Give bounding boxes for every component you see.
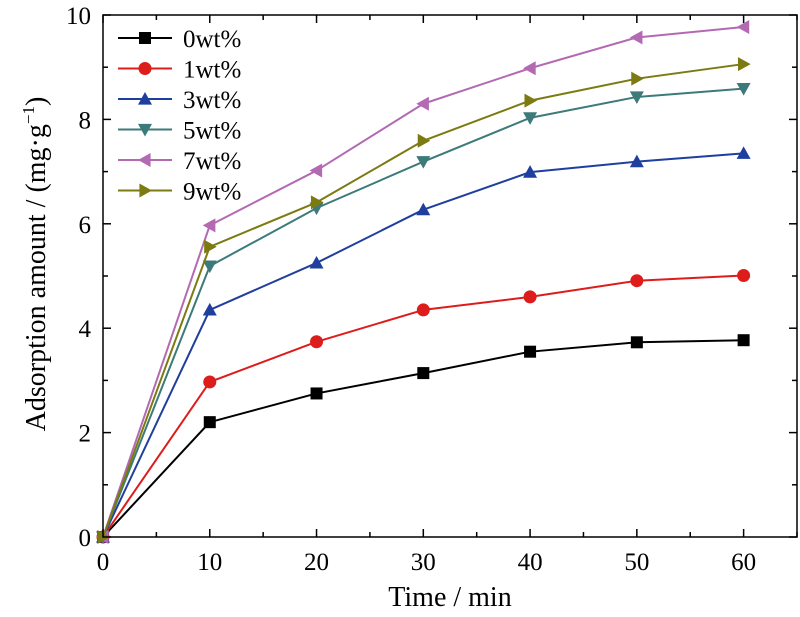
legend-label: 3wt% <box>183 87 241 114</box>
legend-marker <box>138 62 152 75</box>
data-point <box>202 302 217 316</box>
data-point <box>203 375 217 389</box>
data-point <box>523 61 536 76</box>
y-axis-title-main: Adsorption amount / (mg·g <box>21 124 52 431</box>
legend-label: 7wt% <box>183 148 241 175</box>
legend-item: 9wt% <box>118 179 241 206</box>
data-point <box>524 93 538 108</box>
data-point <box>629 30 643 45</box>
data-point <box>736 20 750 35</box>
legend-marker <box>138 153 151 167</box>
y-tick-label: 8 <box>79 107 92 134</box>
legend-marker <box>139 183 152 198</box>
data-point <box>309 255 324 269</box>
x-axis-ticks: 0 10 20 30 40 50 60 <box>97 15 798 576</box>
legend-label: 1wt% <box>183 57 241 84</box>
data-point <box>738 57 751 72</box>
series-2 <box>96 146 751 543</box>
legend-marker <box>138 123 152 137</box>
x-tick-label: 0 <box>97 549 110 576</box>
data-point <box>416 303 430 317</box>
legend-item: 5wt% <box>118 118 241 145</box>
y-tick-label: 10 <box>66 3 91 30</box>
x-tick-label: 10 <box>197 549 222 576</box>
legend-marker <box>139 32 151 44</box>
legend-label: 0wt% <box>183 26 241 53</box>
series-layer <box>96 20 751 544</box>
data-point <box>737 334 750 347</box>
y-tick-label: 6 <box>79 212 92 239</box>
x-tick-label: 50 <box>624 549 649 576</box>
data-point <box>203 416 216 429</box>
y-tick-label: 2 <box>79 421 92 448</box>
data-point <box>629 91 644 104</box>
data-point <box>736 146 751 159</box>
legend: 0wt% 1wt% 3wt% 5wt% 7wt% 9wt% <box>118 26 241 206</box>
legend-item: 3wt% <box>118 87 241 114</box>
data-point <box>309 163 323 178</box>
data-point <box>524 345 537 358</box>
y-tick-label: 4 <box>79 316 92 343</box>
plot-frame <box>102 14 798 538</box>
data-point <box>523 290 537 304</box>
y-tick-label: 0 <box>79 525 92 552</box>
data-point <box>204 239 217 254</box>
data-point <box>631 71 644 86</box>
legend-label: 9wt% <box>183 179 241 206</box>
series-1 <box>96 268 751 544</box>
legend-item: 1wt% <box>118 57 241 84</box>
data-point <box>416 156 431 169</box>
data-point <box>630 274 644 288</box>
y-axis-title-end: ) <box>21 97 52 106</box>
legend-marker <box>138 92 152 105</box>
data-point <box>417 367 430 380</box>
data-point <box>737 268 751 282</box>
data-point <box>523 112 538 125</box>
data-point <box>416 96 429 111</box>
data-point <box>416 202 431 216</box>
series-0 <box>97 334 750 543</box>
x-tick-label: 30 <box>411 549 436 576</box>
legend-label: 5wt% <box>183 118 241 145</box>
x-tick-label: 20 <box>304 549 329 576</box>
data-point <box>736 83 751 96</box>
y-axis-title: Adsorption amount / (mg·g−1) <box>19 97 52 432</box>
data-point <box>523 165 538 178</box>
data-point <box>310 195 324 210</box>
y-axis-title-superscript: −1 <box>19 106 38 124</box>
data-point <box>417 133 431 148</box>
data-point <box>202 218 216 233</box>
legend-item: 0wt% <box>118 26 241 53</box>
data-point <box>310 387 323 400</box>
data-point <box>202 260 217 274</box>
data-point <box>629 154 644 168</box>
x-tick-label: 60 <box>731 549 756 576</box>
x-tick-label: 40 <box>518 549 543 576</box>
legend-item: 7wt% <box>118 148 241 175</box>
data-point <box>310 335 324 349</box>
y-axis-ticks: 0 2 4 6 8 10 <box>66 3 797 552</box>
x-axis-title: Time / min <box>388 582 511 613</box>
data-point <box>630 336 643 349</box>
